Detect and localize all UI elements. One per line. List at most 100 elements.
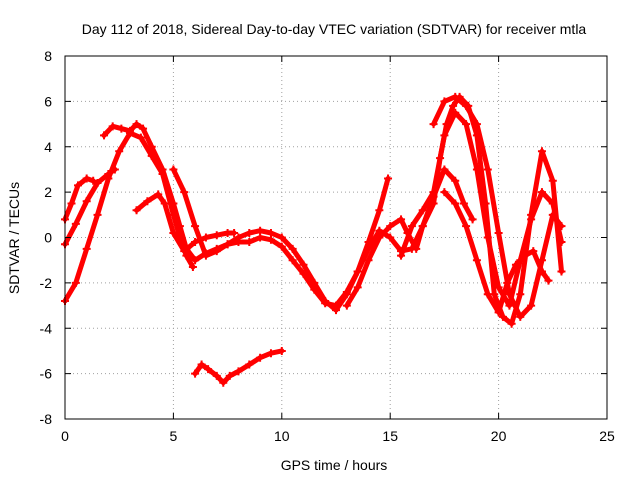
data-point-marker <box>418 206 427 215</box>
data-point-marker <box>277 233 286 242</box>
data-point-marker <box>288 256 297 265</box>
data-point-marker <box>472 256 481 265</box>
data-point-marker <box>462 222 471 231</box>
data-point-marker <box>386 233 395 242</box>
data-point-marker <box>483 165 492 174</box>
data-point-marker <box>451 199 460 208</box>
data-point-marker <box>483 233 492 242</box>
x-tick-label: 15 <box>382 428 398 444</box>
data-point-marker <box>459 199 468 208</box>
data-point-marker <box>160 199 169 208</box>
data-point-marker <box>527 215 536 224</box>
data-point-marker <box>548 176 557 185</box>
data-point-marker <box>451 92 460 101</box>
data-point-marker <box>494 228 503 237</box>
y-tick-label: -6 <box>40 366 53 382</box>
data-point-marker <box>225 371 234 380</box>
data-point-marker <box>126 126 135 135</box>
series-line <box>62 130 196 304</box>
x-axis-label: GPS time / hours <box>281 457 388 473</box>
data-point-marker <box>321 297 330 306</box>
data-point-marker <box>397 251 406 260</box>
data-point-marker <box>353 267 362 276</box>
data-point-marker <box>74 181 83 190</box>
y-tick-label: -2 <box>40 275 53 291</box>
data-point-marker <box>175 222 184 231</box>
series-trace-i <box>429 92 566 321</box>
data-point-marker <box>158 165 167 174</box>
data-point-marker <box>472 165 481 174</box>
data-point-marker <box>256 233 265 242</box>
data-point-marker <box>266 228 275 237</box>
data-point-marker <box>548 210 557 219</box>
data-point-marker <box>212 231 221 240</box>
data-point-marker <box>537 267 546 276</box>
y-tick-label: -4 <box>40 320 53 336</box>
data-point-marker <box>418 222 427 231</box>
data-point-marker <box>449 101 458 110</box>
data-point-marker <box>516 290 525 299</box>
data-point-marker <box>451 176 460 185</box>
chart-title: Day 112 of 2018, Sidereal Day-to-day VTE… <box>82 21 587 37</box>
data-point-marker <box>498 312 507 321</box>
data-point-marker <box>191 238 200 247</box>
data-point-marker <box>440 131 449 140</box>
data-point-marker <box>503 278 512 287</box>
data-point-marker <box>223 240 232 249</box>
data-point-marker <box>440 97 449 106</box>
data-point-marker <box>429 120 438 129</box>
series-trace-h <box>397 108 566 310</box>
data-point-marker <box>494 308 503 317</box>
data-point-marker <box>71 278 80 287</box>
data-point-marker <box>557 222 566 231</box>
data-point-marker <box>169 165 178 174</box>
data-point-marker <box>520 251 529 260</box>
data-point-marker <box>505 290 514 299</box>
data-point-marker <box>429 199 438 208</box>
data-point-marker <box>529 247 538 256</box>
data-point-marker <box>472 120 481 129</box>
data-point-marker <box>132 206 141 215</box>
series-trace-k <box>191 346 286 387</box>
data-point-marker <box>277 346 286 355</box>
y-tick-label: 0 <box>44 230 52 246</box>
data-point-marker <box>234 367 243 376</box>
data-point-marker <box>342 290 351 299</box>
data-point-marker <box>197 360 206 369</box>
data-point-marker <box>139 124 148 133</box>
data-point-marker <box>462 101 471 110</box>
data-point-marker <box>154 190 163 199</box>
data-point-marker <box>219 378 228 387</box>
data-point-marker <box>557 238 566 247</box>
data-point-marker <box>407 222 416 231</box>
data-point-marker <box>386 222 395 231</box>
data-point-marker <box>115 147 124 156</box>
data-point-marker <box>132 120 141 129</box>
data-point-marker <box>201 251 210 260</box>
data-point-marker <box>557 267 566 276</box>
data-point-marker <box>342 301 351 310</box>
data-point-marker <box>494 283 503 292</box>
series-trace-j <box>440 188 553 317</box>
y-tick-label: -8 <box>40 411 53 427</box>
data-point-marker <box>180 247 189 256</box>
data-point-marker <box>71 219 80 228</box>
data-point-marker <box>451 108 460 117</box>
data-point-marker <box>511 260 520 269</box>
data-point-marker <box>353 283 362 292</box>
data-point-marker <box>117 124 126 133</box>
data-point-marker <box>507 319 516 328</box>
data-point-marker <box>147 142 156 151</box>
data-point-marker <box>169 228 178 237</box>
data-point-marker <box>537 147 546 156</box>
data-point-marker <box>82 174 91 183</box>
data-point-marker <box>440 165 449 174</box>
data-point-marker <box>234 233 243 242</box>
data-point-marker <box>201 233 210 242</box>
data-point-marker <box>204 365 213 374</box>
data-point-marker <box>483 290 492 299</box>
y-tick-label: 2 <box>44 184 52 200</box>
y-tick-label: 6 <box>44 93 52 109</box>
data-point-marker <box>516 312 525 321</box>
